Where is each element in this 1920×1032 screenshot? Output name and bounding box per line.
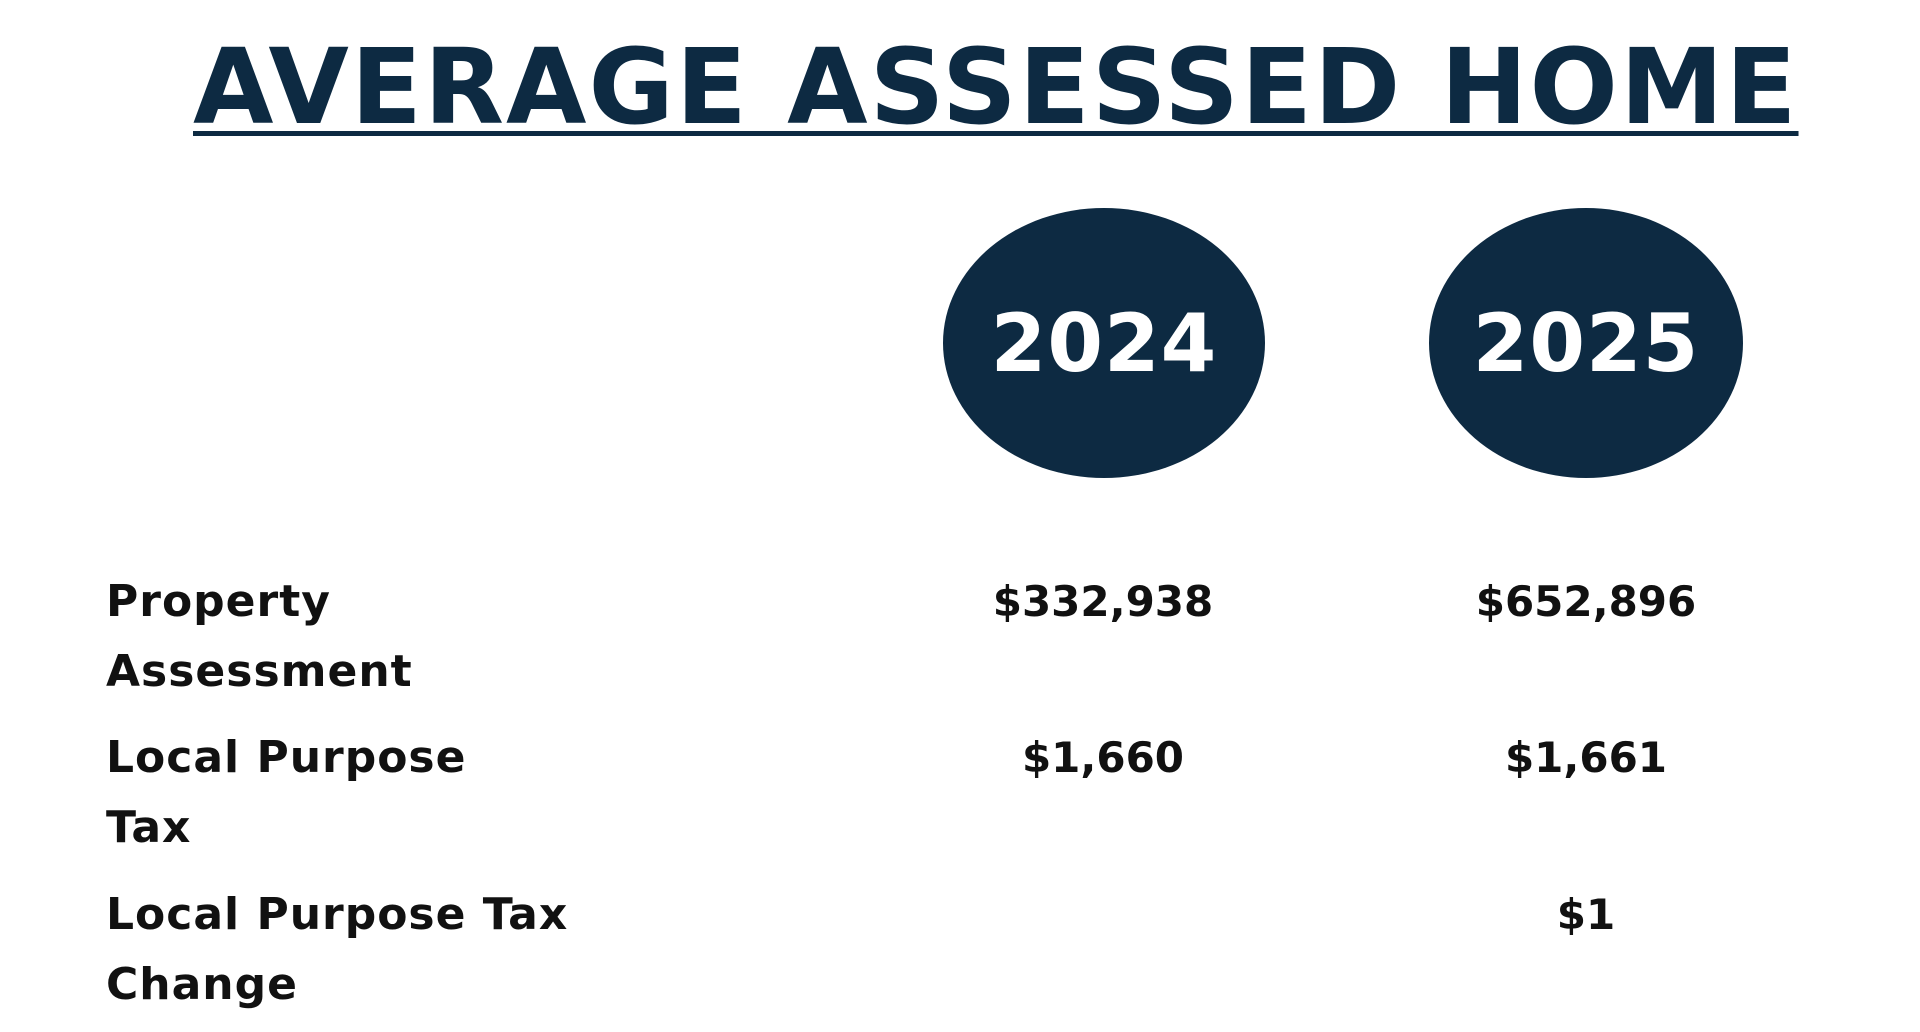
value-property-assessment-2025: $652,896	[1475, 577, 1697, 626]
value-local-purpose-tax-2024: $1,660	[1021, 733, 1185, 782]
row-label-line: Assessment	[106, 646, 413, 697]
row-label-local-purpose-tax: Local Purpose Tax	[106, 723, 526, 863]
year-badge-2024: 2024	[943, 208, 1265, 478]
row-label-line: Change	[106, 959, 298, 1010]
page-title: AVERAGE ASSESSED HOME	[193, 26, 1799, 148]
year-2024-label: 2024	[990, 296, 1218, 390]
value-property-assessment-2024: $332,938	[992, 577, 1214, 626]
row-label-line: Local Purpose	[106, 732, 467, 783]
value-local-purpose-tax-change-2025: $1	[1556, 890, 1616, 939]
row-label-line: Tax	[106, 802, 192, 853]
year-2025-label: 2025	[1472, 296, 1700, 390]
row-label-line: Local Purpose Tax	[106, 889, 569, 940]
year-badge-2025: 2025	[1429, 208, 1743, 478]
row-label-line: Property	[106, 576, 331, 627]
value-local-purpose-tax-2025: $1,661	[1504, 733, 1668, 782]
row-label-local-purpose-tax-change: Local Purpose Tax Change	[106, 880, 626, 1020]
row-label-property-assessment: Property Assessment	[106, 567, 526, 707]
